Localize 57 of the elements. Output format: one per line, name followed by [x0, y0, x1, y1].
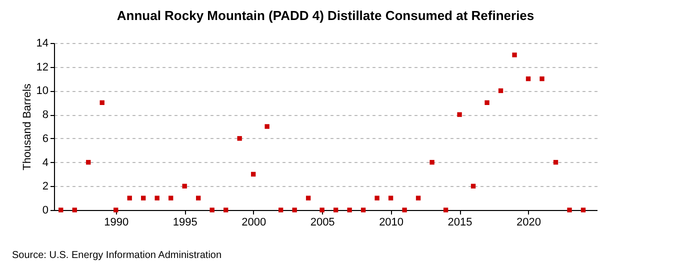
point — [540, 76, 544, 82]
point — [443, 208, 448, 212]
x-tick-label: 2000 — [242, 216, 266, 228]
point — [196, 196, 201, 200]
y-tick-label: 4 — [42, 156, 48, 169]
y-tick-label: 6 — [42, 132, 48, 145]
point — [264, 124, 270, 129]
point — [333, 208, 338, 212]
x-tick-label: 2005 — [310, 216, 335, 228]
point — [580, 208, 586, 212]
y-tick-label: 12 — [36, 61, 48, 74]
point — [457, 112, 462, 117]
chart-title: Annual Rocky Mountain (PADD 4) Distillate Consumed at Refineries — [116, 8, 534, 23]
point — [114, 208, 118, 212]
point — [360, 208, 366, 212]
x-tick-label: 2010 — [379, 216, 404, 228]
y-axis-title: Thousand Barrels — [21, 83, 34, 170]
point — [306, 196, 311, 200]
point — [402, 208, 407, 212]
point — [58, 208, 64, 212]
point — [553, 160, 558, 165]
y-tick-label: 10 — [36, 85, 48, 98]
point — [223, 208, 228, 212]
source-note: Source: U.S. Energy Information Administration — [12, 250, 222, 261]
point — [210, 208, 214, 212]
point — [168, 196, 174, 200]
point — [416, 196, 421, 200]
point — [567, 208, 572, 212]
point — [498, 88, 504, 94]
point — [320, 208, 324, 212]
point — [237, 136, 242, 141]
x-tick-label: 1990 — [104, 216, 129, 228]
point — [100, 100, 104, 105]
point — [72, 208, 77, 212]
point — [292, 208, 297, 212]
point — [127, 196, 132, 200]
y-tick-label: 0 — [42, 204, 48, 216]
point — [141, 196, 146, 200]
point — [250, 172, 256, 177]
point — [182, 184, 187, 188]
x-tick-label: 2020 — [516, 216, 542, 228]
point — [512, 52, 517, 58]
x-tick-label: 1995 — [172, 216, 198, 228]
point — [347, 208, 352, 212]
point — [278, 208, 284, 212]
point — [374, 196, 380, 200]
point — [388, 196, 394, 200]
point — [86, 160, 91, 165]
x-tick-label: 2015 — [448, 216, 472, 228]
point — [526, 76, 531, 82]
point — [154, 196, 160, 200]
y-tick-label: 2 — [42, 180, 48, 193]
point — [484, 100, 490, 105]
y-tick-label: 14 — [36, 38, 48, 50]
y-tick-label: 8 — [42, 109, 48, 122]
point — [470, 184, 476, 188]
point — [430, 160, 434, 165]
